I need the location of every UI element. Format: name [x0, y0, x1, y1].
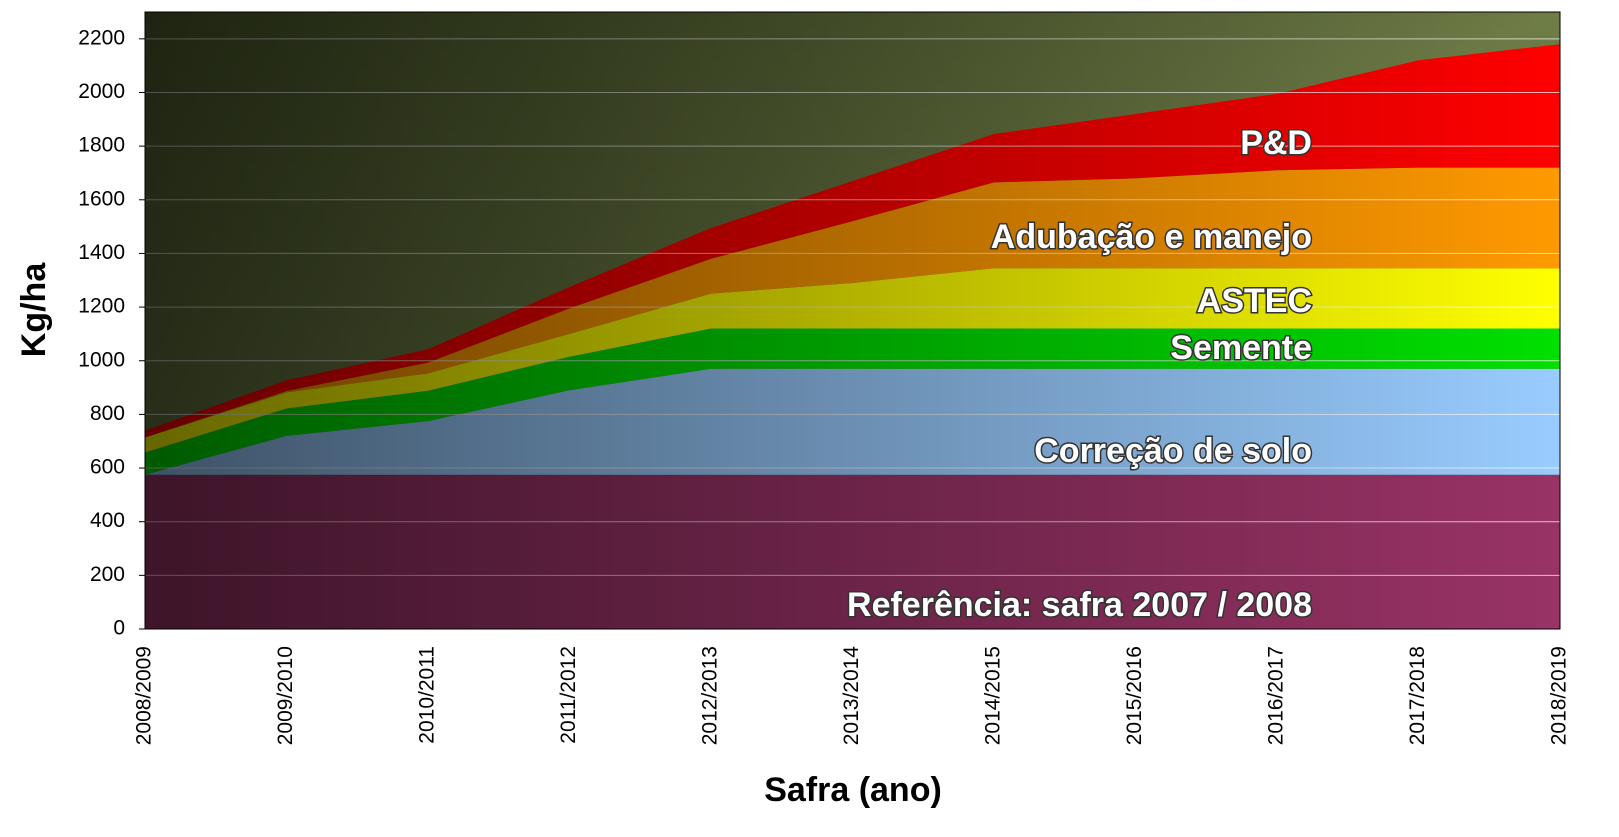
y-tick-label: 200 [90, 563, 125, 586]
series-label: P&D [1240, 124, 1312, 162]
plot-frame [144, 11, 1561, 630]
y-tick-label: 0 [113, 617, 125, 640]
y-tick-label: 400 [90, 509, 125, 532]
y-tick-label: 600 [90, 456, 125, 479]
x-tick-label: 2015/2016 [1123, 646, 1146, 745]
x-tick-label: 2018/2019 [1548, 646, 1571, 745]
x-tick-label: 2017/2018 [1406, 646, 1429, 745]
y-axis-title: Kg/ha [15, 262, 53, 358]
x-tick-label: 2014/2015 [982, 646, 1005, 745]
x-tick-label: 2008/2009 [133, 646, 156, 745]
y-tick-label: 2000 [78, 80, 125, 103]
x-tick-label: 2011/2012 [557, 646, 580, 744]
y-tick-label: 1600 [78, 187, 125, 210]
y-tick-label: 1000 [78, 348, 125, 371]
overlay: Referência: safra 2007 / 2008 Correção de… [846, 122, 1314, 625]
x-tick-label: 2016/2017 [1265, 646, 1288, 745]
y-tick-label: 2200 [78, 26, 125, 49]
x-axis-title: Safra (ano) [764, 771, 942, 809]
x-tick-label: 2013/2014 [840, 646, 863, 746]
y-tick-label: 800 [90, 402, 125, 425]
series-label: Correção de solo [1034, 432, 1312, 470]
series-label: Adubação e manejo [991, 218, 1312, 256]
y-tick-label: 1400 [78, 241, 125, 264]
y-tick-label: 1200 [78, 295, 125, 318]
series-label: Semente [1170, 329, 1312, 367]
series-label: Referência: safra 2007 / 2008 [847, 586, 1312, 624]
series-label: ASTEC [1197, 282, 1312, 320]
x-tick-label: 2012/2013 [699, 646, 722, 745]
x-tick-label: 2009/2010 [274, 646, 297, 745]
x-tick-label: 2010/2011 [416, 646, 439, 744]
y-tick-label: 1800 [78, 134, 125, 157]
